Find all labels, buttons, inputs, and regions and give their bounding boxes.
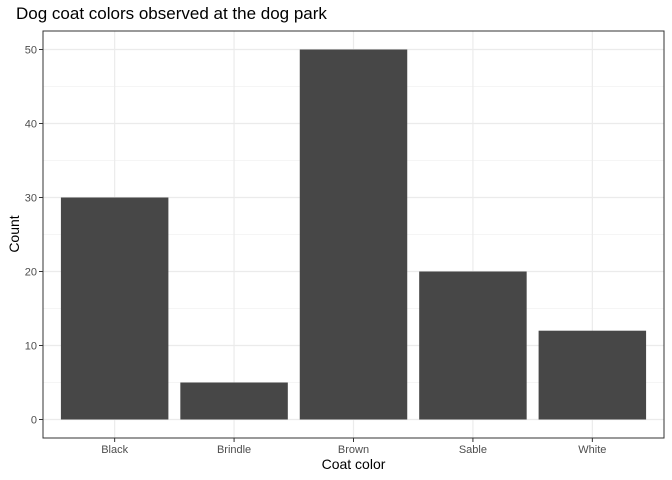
bar-brown bbox=[299, 49, 408, 420]
x-axis-title: Coat color bbox=[321, 456, 386, 472]
y-tick-label: 50 bbox=[25, 45, 37, 57]
x-axis-ticks: Black Brindle Brown Sable White bbox=[101, 438, 606, 456]
y-tick-label: 10 bbox=[25, 341, 37, 353]
bar-sable bbox=[419, 271, 527, 420]
y-axis-ticks: 0 10 20 30 40 50 bbox=[25, 45, 43, 427]
bar-brindle bbox=[180, 382, 288, 420]
bars bbox=[60, 49, 647, 420]
y-tick-label: 30 bbox=[25, 193, 37, 205]
x-tick-label: Sable bbox=[459, 444, 487, 456]
bar-white bbox=[538, 330, 647, 420]
x-tick-label: White bbox=[578, 444, 606, 456]
y-tick-label: 40 bbox=[25, 119, 37, 131]
chart-title: Dog coat colors observed at the dog park bbox=[16, 4, 327, 23]
x-tick-label: Brindle bbox=[217, 444, 251, 456]
y-tick-label: 0 bbox=[31, 415, 37, 427]
y-axis-title: Count bbox=[6, 215, 22, 253]
bar-black bbox=[60, 197, 169, 420]
y-tick-label: 20 bbox=[25, 267, 37, 279]
x-tick-label: Brown bbox=[338, 444, 369, 456]
panel-border bbox=[42, 30, 665, 439]
x-tick-label: Black bbox=[101, 444, 128, 456]
